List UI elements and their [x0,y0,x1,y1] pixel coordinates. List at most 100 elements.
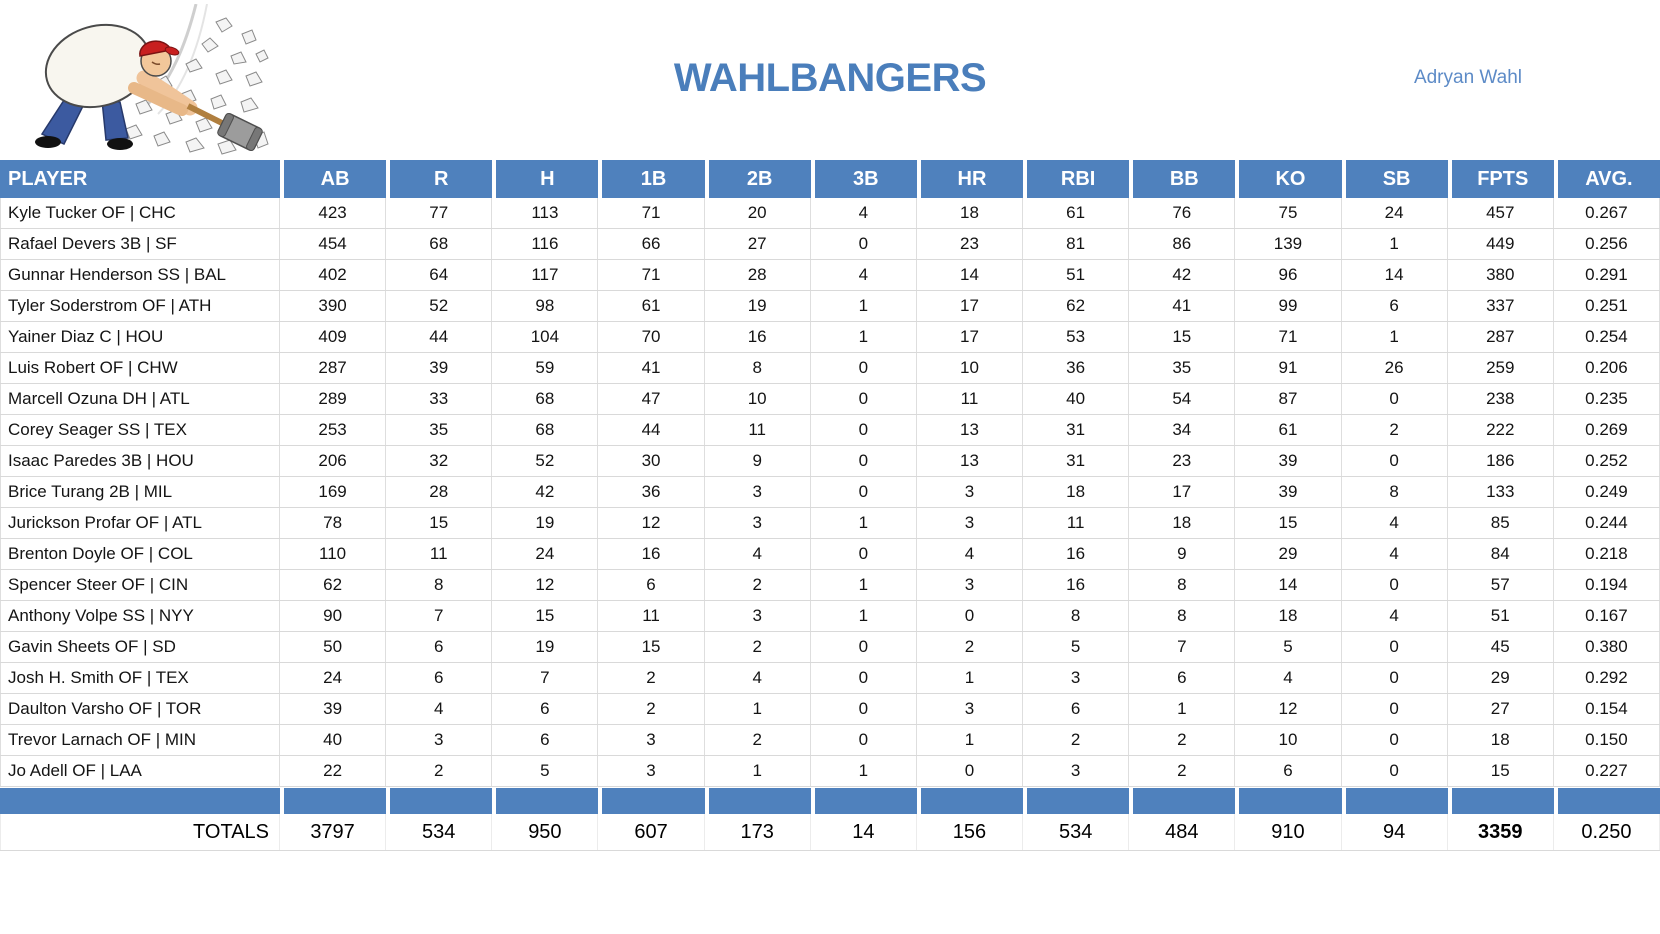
stat-cell[interactable]: 14 [1342,260,1448,290]
stat-cell[interactable]: 3 [917,477,1024,507]
stat-cell[interactable]: 7 [1129,632,1236,662]
stat-cell[interactable]: 0 [1342,632,1448,662]
stat-cell[interactable]: 96 [1235,260,1342,290]
column-header-bb[interactable]: BB [1133,160,1236,198]
stat-cell[interactable]: 0.254 [1554,322,1660,352]
stat-cell[interactable]: 8 [1129,570,1236,600]
stat-cell[interactable]: 15 [492,601,599,631]
stat-cell[interactable]: 1 [1342,229,1448,259]
stat-cell[interactable]: 2 [1129,756,1236,786]
stat-cell[interactable]: 6 [386,663,493,693]
stat-cell[interactable]: 259 [1448,353,1554,383]
stat-cell[interactable]: 15 [1129,322,1236,352]
stat-cell[interactable]: 287 [1448,322,1554,352]
stat-cell[interactable]: 13 [917,446,1024,476]
player-name-cell[interactable]: Kyle Tucker OF | CHC [0,198,280,228]
stat-cell[interactable]: 110 [280,539,387,569]
stat-cell[interactable]: 4 [705,539,811,569]
stat-cell[interactable]: 22 [280,756,387,786]
stat-cell[interactable]: 42 [492,477,599,507]
stat-cell[interactable]: 2 [705,725,811,755]
stat-cell[interactable]: 2 [598,694,705,724]
stat-cell[interactable]: 41 [598,353,705,383]
column-header-sb[interactable]: SB [1345,160,1448,198]
stat-cell[interactable]: 14 [917,260,1024,290]
stat-cell[interactable]: 28 [705,260,811,290]
stat-cell[interactable]: 19 [705,291,811,321]
stat-cell[interactable]: 0 [1342,725,1448,755]
stat-cell[interactable]: 77 [386,198,493,228]
stat-cell[interactable]: 449 [1448,229,1554,259]
stat-cell[interactable]: 3 [705,477,811,507]
stat-cell[interactable]: 3 [386,725,493,755]
stat-cell[interactable]: 0 [1342,756,1448,786]
stat-cell[interactable]: 35 [386,415,493,445]
stat-cell[interactable]: 7 [386,601,493,631]
stat-cell[interactable]: 41 [1129,291,1236,321]
stat-cell[interactable]: 0.249 [1554,477,1660,507]
player-name-cell[interactable]: Jo Adell OF | LAA [0,756,280,786]
stat-cell[interactable]: 104 [492,322,599,352]
stat-cell[interactable]: 1 [811,570,917,600]
stat-cell[interactable]: 20 [705,198,811,228]
stat-cell[interactable]: 3 [705,601,811,631]
stat-cell[interactable]: 0 [811,694,917,724]
stat-cell[interactable]: 169 [280,477,387,507]
stat-cell[interactable]: 0 [1342,694,1448,724]
player-name-cell[interactable]: Rafael Devers 3B | SF [0,229,280,259]
stat-cell[interactable]: 16 [598,539,705,569]
stat-cell[interactable]: 39 [386,353,493,383]
stat-cell[interactable]: 0.167 [1554,601,1660,631]
stat-cell[interactable]: 4 [386,694,493,724]
stat-cell[interactable]: 6 [1129,663,1236,693]
stat-cell[interactable]: 5 [1235,632,1342,662]
column-header-player[interactable]: PLAYER [0,160,280,198]
stat-cell[interactable]: 50 [280,632,387,662]
stat-cell[interactable]: 2 [705,632,811,662]
stat-cell[interactable]: 85 [1448,508,1554,538]
stat-cell[interactable]: 1 [811,756,917,786]
stat-cell[interactable]: 17 [917,322,1024,352]
stat-cell[interactable]: 3 [917,508,1024,538]
stat-cell[interactable]: 40 [280,725,387,755]
stat-cell[interactable]: 0 [811,353,917,383]
stat-cell[interactable]: 24 [280,663,387,693]
stat-cell[interactable]: 0.292 [1554,663,1660,693]
stat-cell[interactable]: 0.291 [1554,260,1660,290]
stat-cell[interactable]: 4 [811,260,917,290]
stat-cell[interactable]: 18 [1129,508,1236,538]
stat-cell[interactable]: 12 [492,570,599,600]
stat-cell[interactable]: 0.269 [1554,415,1660,445]
stat-cell[interactable]: 52 [386,291,493,321]
stat-cell[interactable]: 14 [1235,570,1342,600]
stat-cell[interactable]: 17 [917,291,1024,321]
stat-cell[interactable]: 0 [917,601,1024,631]
stat-cell[interactable]: 29 [1235,539,1342,569]
stat-cell[interactable]: 0 [811,229,917,259]
player-name-cell[interactable]: Gavin Sheets OF | SD [0,632,280,662]
stat-cell[interactable]: 6 [1023,694,1130,724]
stat-cell[interactable]: 9 [1129,539,1236,569]
stat-cell[interactable]: 68 [386,229,493,259]
stat-cell[interactable]: 59 [492,353,599,383]
stat-cell[interactable]: 0.267 [1554,198,1660,228]
stat-cell[interactable]: 222 [1448,415,1554,445]
stat-cell[interactable]: 27 [1448,694,1554,724]
stat-cell[interactable]: 23 [1129,446,1236,476]
stat-cell[interactable]: 0.154 [1554,694,1660,724]
player-name-cell[interactable]: Brenton Doyle OF | COL [0,539,280,569]
stat-cell[interactable]: 6 [598,570,705,600]
stat-cell[interactable]: 10 [1235,725,1342,755]
stat-cell[interactable]: 0.194 [1554,570,1660,600]
stat-cell[interactable]: 206 [280,446,387,476]
stat-cell[interactable]: 3 [917,570,1024,600]
stat-cell[interactable]: 26 [1342,353,1448,383]
stat-cell[interactable]: 23 [917,229,1024,259]
player-name-cell[interactable]: Brice Turang 2B | MIL [0,477,280,507]
stat-cell[interactable]: 51 [1448,601,1554,631]
stat-cell[interactable]: 2 [917,632,1024,662]
stat-cell[interactable]: 99 [1235,291,1342,321]
stat-cell[interactable]: 0 [1342,663,1448,693]
stat-cell[interactable]: 0.206 [1554,353,1660,383]
stat-cell[interactable]: 6 [1235,756,1342,786]
